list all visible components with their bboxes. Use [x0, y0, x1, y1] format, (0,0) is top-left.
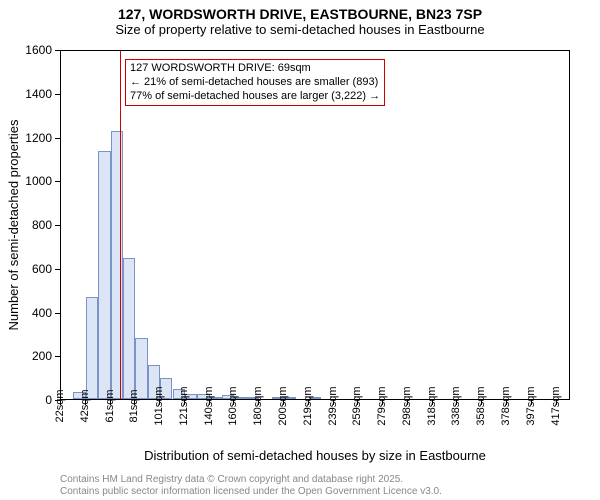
title-block: 127, WORDSWORTH DRIVE, EASTBOURNE, BN23 …: [0, 0, 600, 37]
x-tick-label: 81sqm: [128, 389, 140, 422]
x-tick-label: 417sqm: [550, 386, 562, 425]
y-tick-label: 400: [32, 306, 52, 320]
x-tick-label: 180sqm: [252, 386, 264, 425]
histogram-bar: [123, 258, 135, 399]
y-tick-label: 0: [45, 393, 52, 407]
x-tick-label: 358sqm: [475, 386, 487, 425]
x-tick-label: 397sqm: [525, 386, 537, 425]
footer-line2: Contains public sector information licen…: [60, 486, 442, 498]
x-axis-title: Distribution of semi-detached houses by …: [60, 448, 570, 463]
chart-title: 127, WORDSWORTH DRIVE, EASTBOURNE, BN23 …: [0, 6, 600, 22]
x-tick-label: 22sqm: [54, 389, 66, 422]
chart-container: 127, WORDSWORTH DRIVE, EASTBOURNE, BN23 …: [0, 0, 600, 500]
x-tick-label: 219sqm: [302, 386, 314, 425]
x-tick-label: 378sqm: [500, 386, 512, 425]
x-tick-label: 121sqm: [178, 386, 190, 425]
footer: Contains HM Land Registry data © Crown c…: [60, 474, 442, 498]
footer-line1: Contains HM Land Registry data © Crown c…: [60, 474, 442, 486]
x-tick-label: 298sqm: [401, 386, 413, 425]
x-tick-label: 140sqm: [203, 386, 215, 425]
x-tick-label: 259sqm: [351, 386, 363, 425]
annotation-line2: ← 21% of semi-detached houses are smalle…: [130, 76, 380, 90]
annotation-line1: 127 WORDSWORTH DRIVE: 69sqm: [130, 62, 380, 76]
y-tick-label: 1200: [25, 131, 52, 145]
annotation-box: 127 WORDSWORTH DRIVE: 69sqm ← 21% of sem…: [125, 59, 385, 106]
x-tick-label: 42sqm: [79, 389, 91, 422]
x-tick-label: 160sqm: [227, 386, 239, 425]
x-tick-label: 101sqm: [153, 386, 165, 425]
x-tick-label: 200sqm: [277, 386, 289, 425]
annotation-line3: 77% of semi-detached houses are larger (…: [130, 90, 380, 104]
y-tick-label: 800: [32, 218, 52, 232]
histogram-bar: [98, 151, 110, 399]
x-tick-label: 279sqm: [376, 386, 388, 425]
plot-area: 127 WORDSWORTH DRIVE: 69sqm ← 21% of sem…: [60, 50, 570, 400]
y-axis: 02004006008001000120014001600: [0, 50, 60, 400]
x-tick-label: 318sqm: [426, 386, 438, 425]
x-tick-label: 239sqm: [327, 386, 339, 425]
y-tick-label: 200: [32, 349, 52, 363]
y-tick-label: 1600: [25, 43, 52, 57]
y-tick-label: 600: [32, 262, 52, 276]
histogram-bar: [86, 297, 98, 399]
marker-line: [120, 51, 121, 399]
chart-subtitle: Size of property relative to semi-detach…: [0, 22, 600, 37]
y-tick-label: 1400: [25, 87, 52, 101]
x-tick-label: 338sqm: [450, 386, 462, 425]
x-tick-label: 61sqm: [104, 389, 116, 422]
y-tick-label: 1000: [25, 174, 52, 188]
